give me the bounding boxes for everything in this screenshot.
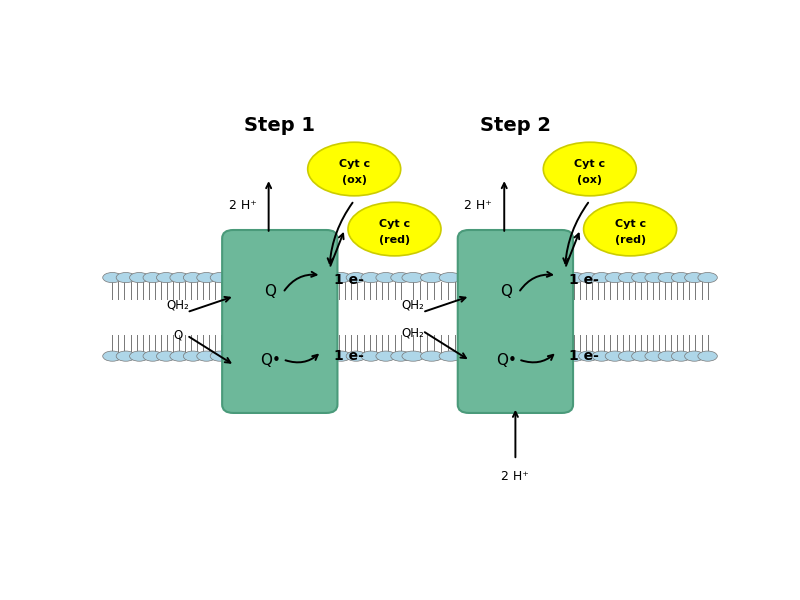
Ellipse shape — [331, 272, 351, 283]
Ellipse shape — [566, 272, 585, 283]
Ellipse shape — [316, 272, 336, 283]
Ellipse shape — [116, 272, 135, 283]
Text: 1 e-: 1 e- — [334, 273, 364, 287]
Ellipse shape — [143, 351, 162, 361]
Ellipse shape — [552, 272, 572, 283]
Ellipse shape — [605, 351, 625, 361]
Text: (red): (red) — [379, 235, 410, 245]
Ellipse shape — [458, 272, 480, 283]
Ellipse shape — [102, 272, 122, 283]
Ellipse shape — [390, 272, 410, 283]
Text: QH₂: QH₂ — [402, 326, 425, 340]
Ellipse shape — [130, 351, 149, 361]
Ellipse shape — [197, 272, 216, 283]
Text: Q: Q — [173, 329, 182, 342]
Ellipse shape — [439, 351, 462, 361]
Ellipse shape — [592, 351, 611, 361]
Ellipse shape — [210, 351, 230, 361]
Text: (ox): (ox) — [342, 175, 366, 185]
Ellipse shape — [157, 272, 176, 283]
Text: 1 e-: 1 e- — [334, 349, 364, 363]
Ellipse shape — [183, 272, 202, 283]
Ellipse shape — [632, 351, 651, 361]
Ellipse shape — [308, 142, 401, 196]
Text: Q: Q — [265, 284, 277, 299]
Ellipse shape — [170, 272, 190, 283]
Ellipse shape — [566, 351, 585, 361]
Ellipse shape — [618, 351, 638, 361]
Text: 2 H⁺: 2 H⁺ — [502, 470, 530, 483]
Text: QH₂: QH₂ — [402, 299, 425, 312]
Ellipse shape — [685, 351, 704, 361]
Ellipse shape — [698, 272, 718, 283]
Ellipse shape — [645, 351, 664, 361]
Ellipse shape — [543, 142, 636, 196]
Ellipse shape — [331, 351, 351, 361]
Ellipse shape — [658, 272, 678, 283]
Ellipse shape — [458, 351, 480, 361]
Ellipse shape — [645, 272, 664, 283]
Ellipse shape — [685, 272, 704, 283]
Text: Cyt c: Cyt c — [614, 219, 646, 229]
Text: Q•: Q• — [260, 353, 281, 368]
Ellipse shape — [421, 272, 443, 283]
Ellipse shape — [376, 272, 396, 283]
Text: (ox): (ox) — [578, 175, 602, 185]
Ellipse shape — [376, 351, 396, 361]
Ellipse shape — [402, 272, 424, 283]
Text: Step 1: Step 1 — [244, 116, 315, 134]
Ellipse shape — [618, 272, 638, 283]
Text: Cyt c: Cyt c — [379, 219, 410, 229]
Ellipse shape — [390, 351, 410, 361]
Ellipse shape — [552, 351, 572, 361]
Text: 2 H⁺: 2 H⁺ — [229, 199, 257, 212]
Text: QH₂: QH₂ — [166, 299, 189, 312]
Ellipse shape — [421, 351, 443, 361]
Ellipse shape — [102, 351, 122, 361]
Ellipse shape — [671, 351, 691, 361]
Text: (red): (red) — [614, 235, 646, 245]
Ellipse shape — [402, 351, 424, 361]
Text: Cyt c: Cyt c — [338, 159, 370, 169]
Ellipse shape — [632, 272, 651, 283]
Text: Cyt c: Cyt c — [574, 159, 606, 169]
Ellipse shape — [346, 351, 366, 361]
Text: Q: Q — [500, 284, 512, 299]
Ellipse shape — [658, 351, 678, 361]
Ellipse shape — [130, 272, 149, 283]
Ellipse shape — [224, 272, 243, 283]
Ellipse shape — [157, 351, 176, 361]
Text: Q•: Q• — [496, 353, 517, 368]
Ellipse shape — [183, 351, 202, 361]
Text: 1 e-: 1 e- — [570, 273, 599, 287]
Text: 2 H⁺: 2 H⁺ — [464, 199, 492, 212]
FancyBboxPatch shape — [458, 230, 573, 413]
FancyBboxPatch shape — [222, 230, 338, 413]
Ellipse shape — [143, 272, 162, 283]
Ellipse shape — [439, 272, 462, 283]
Text: Step 2: Step 2 — [480, 116, 551, 134]
Ellipse shape — [197, 351, 216, 361]
Text: 1 e-: 1 e- — [570, 349, 599, 363]
Ellipse shape — [698, 351, 718, 361]
Ellipse shape — [170, 351, 190, 361]
Ellipse shape — [316, 351, 336, 361]
Ellipse shape — [671, 272, 691, 283]
Ellipse shape — [346, 272, 366, 283]
Ellipse shape — [116, 351, 135, 361]
Ellipse shape — [592, 272, 611, 283]
Ellipse shape — [210, 272, 230, 283]
Ellipse shape — [578, 272, 598, 283]
Ellipse shape — [361, 351, 381, 361]
Ellipse shape — [224, 351, 243, 361]
Ellipse shape — [605, 272, 625, 283]
Ellipse shape — [578, 351, 598, 361]
Ellipse shape — [348, 202, 441, 256]
Ellipse shape — [361, 272, 381, 283]
Ellipse shape — [584, 202, 677, 256]
